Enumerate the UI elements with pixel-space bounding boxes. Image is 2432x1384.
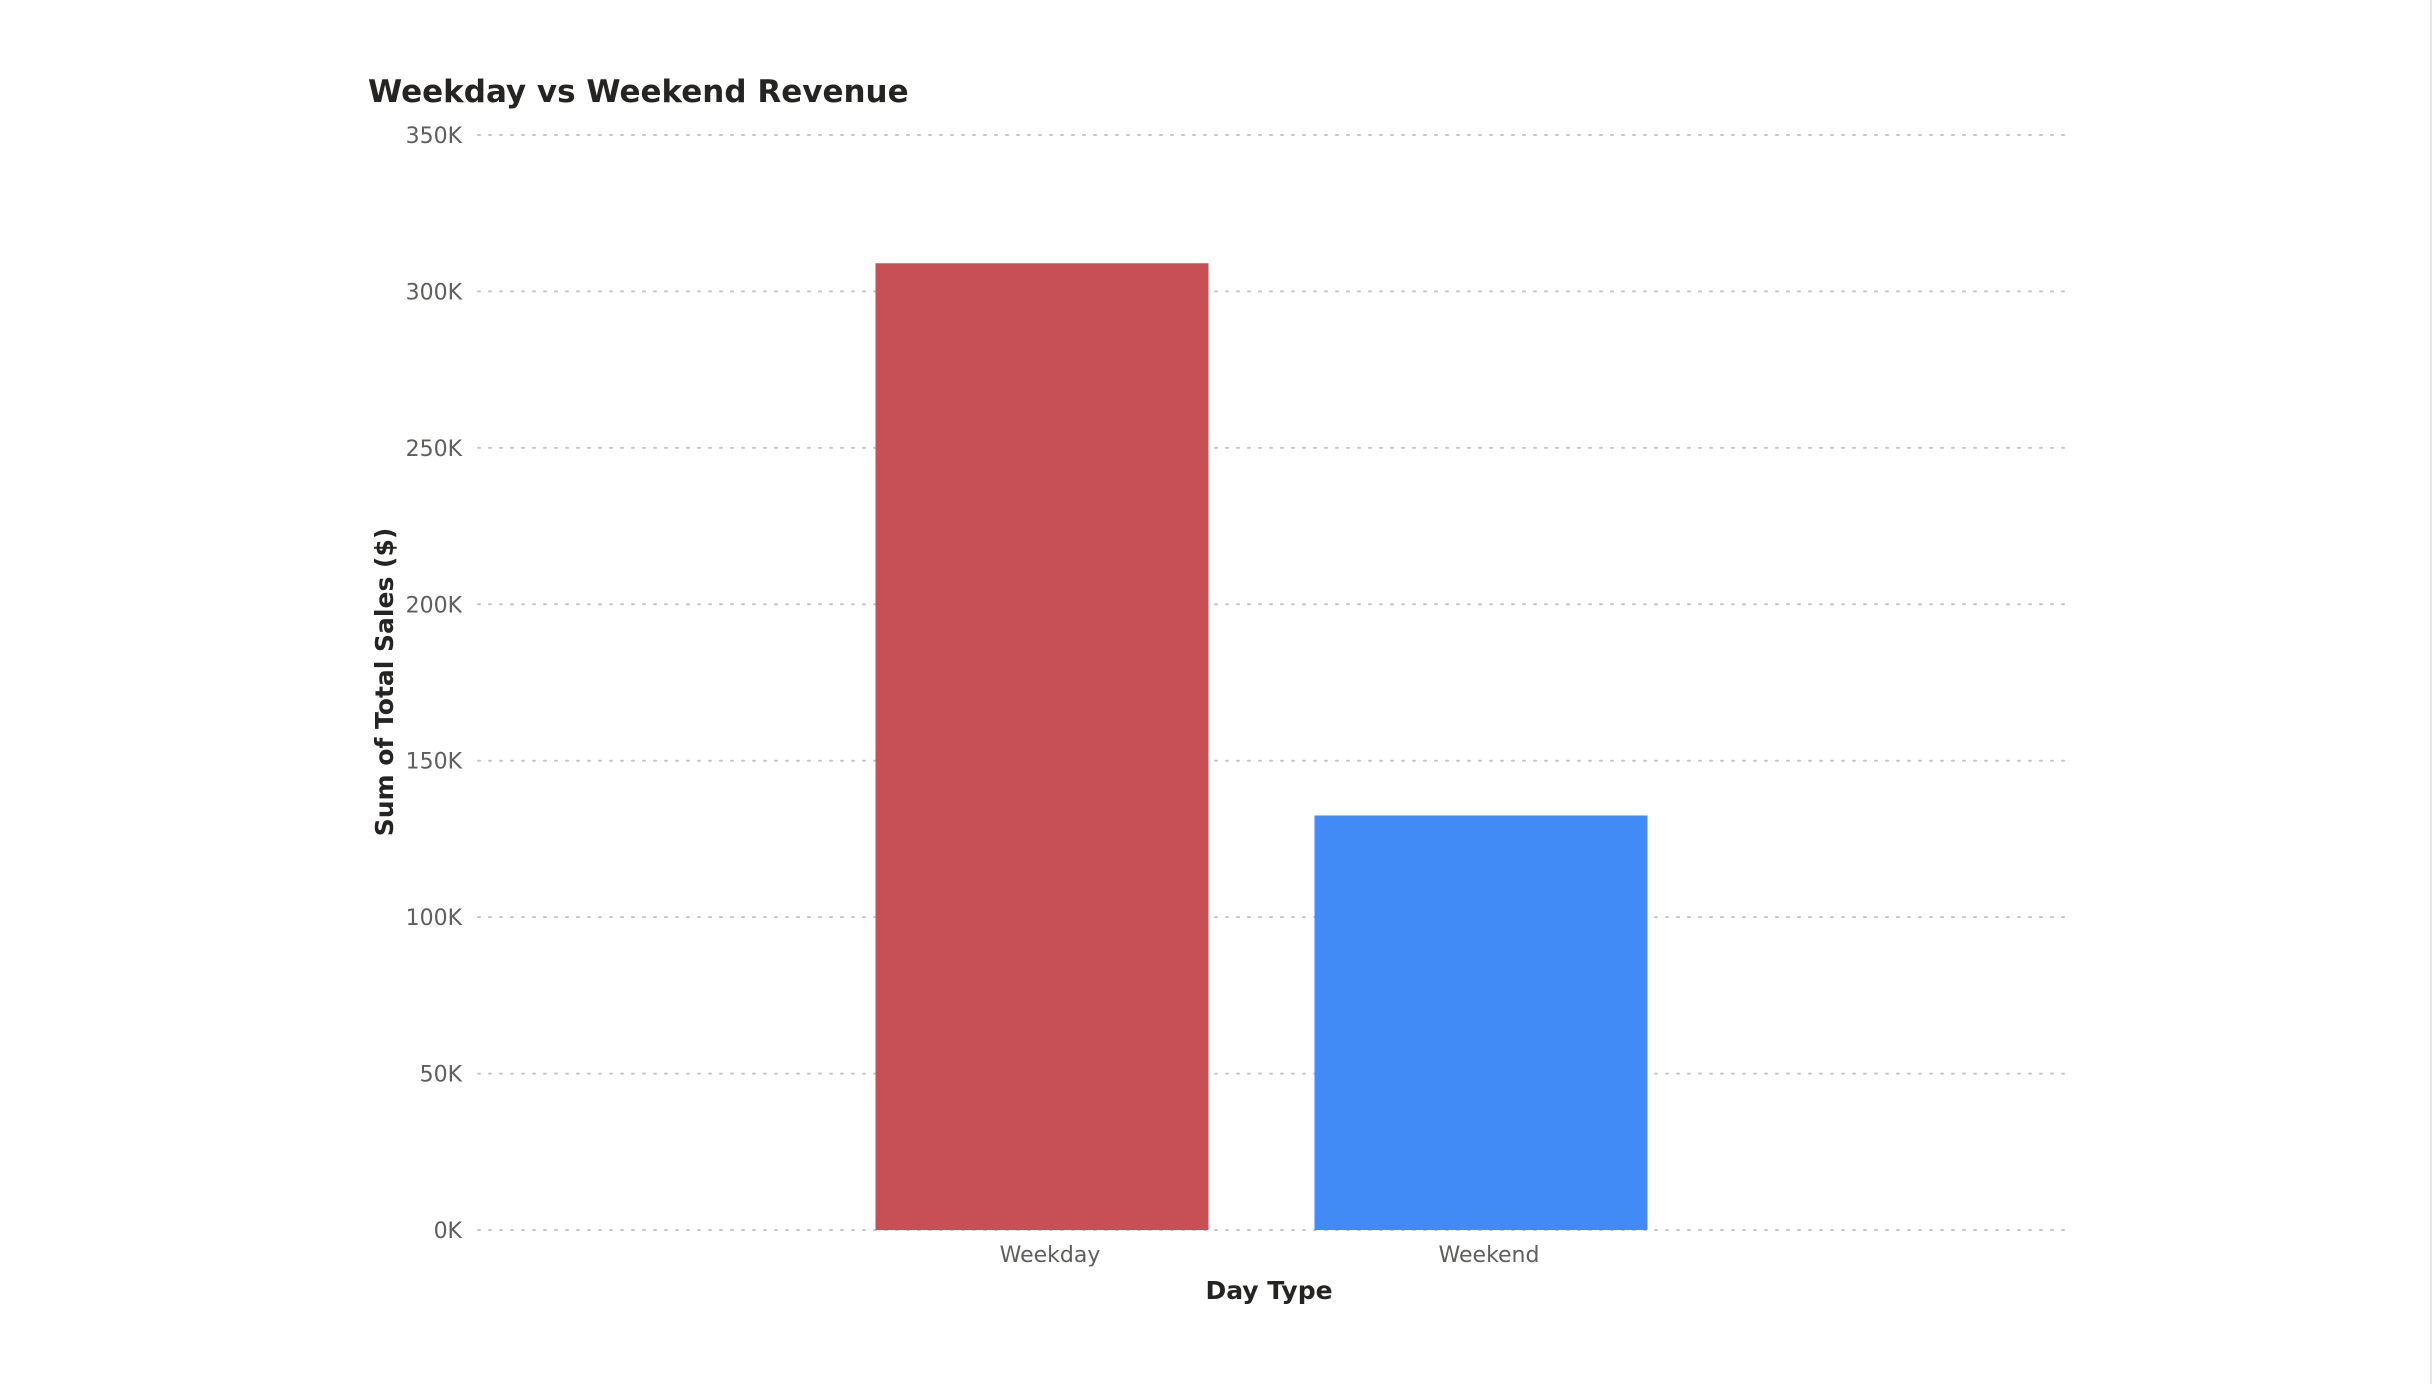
y-tick-label: 150K <box>406 750 463 775</box>
y-tick-label: 300K <box>406 280 463 305</box>
y-tick-label: 200K <box>406 593 463 618</box>
y-axis-ticks: 0K 50K 100K 150K 200K 250K 300K 350K <box>406 124 463 1244</box>
x-axis-ticks: Weekday Weekend <box>1000 1243 1540 1268</box>
y-tick-label: 50K <box>420 1063 463 1088</box>
chart-title: Weekday vs Weekend Revenue <box>368 74 909 110</box>
panel-edge <box>2430 0 2432 1384</box>
x-tick-label: Weekday <box>1000 1243 1101 1268</box>
x-axis-title: Day Type <box>1205 1276 1332 1305</box>
y-tick-label: 0K <box>434 1219 463 1244</box>
bar-weekend[interactable] <box>1314 815 1648 1230</box>
gridlines <box>477 134 2065 1231</box>
y-tick-label: 350K <box>406 124 463 149</box>
bar-weekday[interactable] <box>875 263 1209 1230</box>
y-tick-label: 250K <box>406 437 463 462</box>
y-tick-label: 100K <box>406 906 463 931</box>
bars <box>875 263 1648 1230</box>
x-tick-label: Weekend <box>1439 1243 1540 1268</box>
y-axis-title: Sum of Total Sales ($) <box>370 528 399 837</box>
